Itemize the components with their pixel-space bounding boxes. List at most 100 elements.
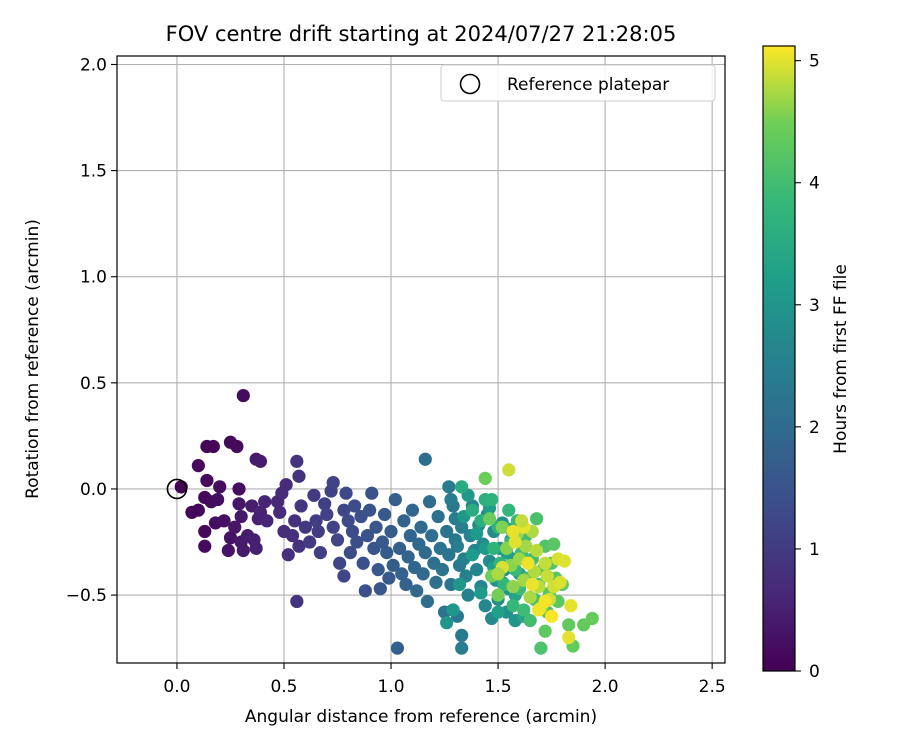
x-tick-label: 2.5	[699, 677, 726, 697]
data-point	[397, 514, 411, 528]
legend-label: Reference platepar	[507, 75, 669, 95]
data-point	[356, 556, 370, 570]
data-point	[236, 543, 250, 558]
data-point	[375, 535, 390, 549]
data-point	[478, 471, 492, 485]
data-point	[525, 577, 539, 592]
data-point	[253, 454, 268, 468]
data-point	[538, 556, 552, 570]
colorbar-tick-label: 5	[809, 52, 820, 72]
data-point	[191, 459, 205, 473]
x-tick-label: 0.0	[163, 677, 190, 697]
data-point	[442, 548, 456, 562]
data-point	[313, 546, 327, 560]
data-point	[230, 439, 244, 454]
data-point	[281, 548, 295, 562]
data-point	[506, 579, 520, 594]
data-point	[260, 514, 274, 528]
data-point	[371, 563, 385, 577]
data-point	[373, 582, 387, 596]
data-point	[450, 539, 464, 553]
data-point	[307, 488, 321, 502]
data-point	[403, 529, 417, 543]
data-point	[485, 492, 499, 507]
data-point	[298, 520, 312, 534]
data-point	[530, 512, 544, 526]
data-point	[345, 524, 360, 539]
data-point	[420, 594, 435, 609]
data-point	[292, 469, 306, 483]
data-point	[350, 535, 364, 549]
legend-marker-icon	[459, 73, 481, 95]
data-point	[470, 563, 484, 577]
chart-title: FOV centre drift starting at 2024/07/27 …	[166, 22, 677, 46]
data-point	[401, 550, 415, 564]
data-point	[395, 567, 409, 581]
data-point	[429, 575, 443, 589]
y-ticks: −0.5 0.0 0.5 1.0 1.5 2.0	[66, 55, 117, 606]
data-point	[290, 454, 304, 468]
data-point	[553, 575, 567, 589]
data-point	[442, 480, 456, 494]
data-point	[491, 567, 505, 581]
data-point	[232, 497, 246, 511]
colorbar-tick-label: 2	[809, 418, 820, 438]
data-point	[506, 524, 520, 539]
colorbar: 0 1 2 3 4 5 Hours from first FF file	[762, 45, 851, 682]
y-axis-label: Rotation from reference (arcmin)	[23, 219, 43, 499]
data-point	[318, 497, 332, 511]
data-point	[200, 473, 214, 488]
data-point	[502, 503, 516, 517]
reference-platepar-marker	[166, 478, 188, 500]
data-point	[540, 569, 554, 583]
data-point	[440, 524, 454, 539]
data-point	[390, 641, 405, 655]
data-point	[399, 577, 413, 592]
data-point	[530, 543, 544, 558]
colorbar-tick-label: 0	[809, 662, 820, 682]
data-point	[326, 475, 340, 490]
x-tick-label: 0.5	[270, 677, 297, 697]
data-point	[343, 546, 357, 560]
data-point	[311, 524, 325, 539]
data-points	[174, 388, 599, 655]
y-tick-label: 0.5	[80, 374, 107, 394]
grid	[117, 56, 725, 663]
data-point	[523, 613, 537, 628]
data-point	[333, 556, 347, 570]
y-tick-label: 1.0	[80, 268, 107, 288]
data-point	[585, 611, 599, 626]
data-point	[538, 624, 552, 638]
data-point	[285, 529, 300, 543]
data-point	[384, 524, 398, 539]
x-tick-label: 1.5	[485, 677, 512, 697]
data-point	[330, 533, 345, 547]
data-point	[431, 509, 445, 524]
data-point	[217, 514, 231, 528]
data-point	[337, 569, 351, 583]
y-tick-label: 0.0	[80, 480, 107, 500]
data-point	[348, 499, 362, 513]
data-point	[386, 558, 400, 572]
data-point	[446, 603, 460, 617]
data-point	[465, 503, 479, 517]
data-point	[440, 616, 454, 630]
data-point	[303, 535, 317, 549]
data-point	[506, 599, 520, 613]
data-point	[380, 546, 394, 560]
data-point	[547, 537, 561, 551]
data-point	[388, 492, 402, 507]
x-tick-label: 1.0	[378, 677, 405, 697]
data-point	[562, 618, 576, 632]
data-point	[337, 503, 351, 517]
data-point	[470, 526, 484, 541]
data-point	[236, 388, 250, 403]
data-point	[538, 594, 552, 609]
data-point	[369, 520, 383, 534]
data-point	[474, 586, 488, 600]
data-point	[258, 495, 272, 509]
data-point	[452, 577, 467, 592]
data-point	[363, 503, 377, 517]
data-point	[461, 588, 475, 602]
y-tick-label: −0.5	[66, 586, 107, 606]
